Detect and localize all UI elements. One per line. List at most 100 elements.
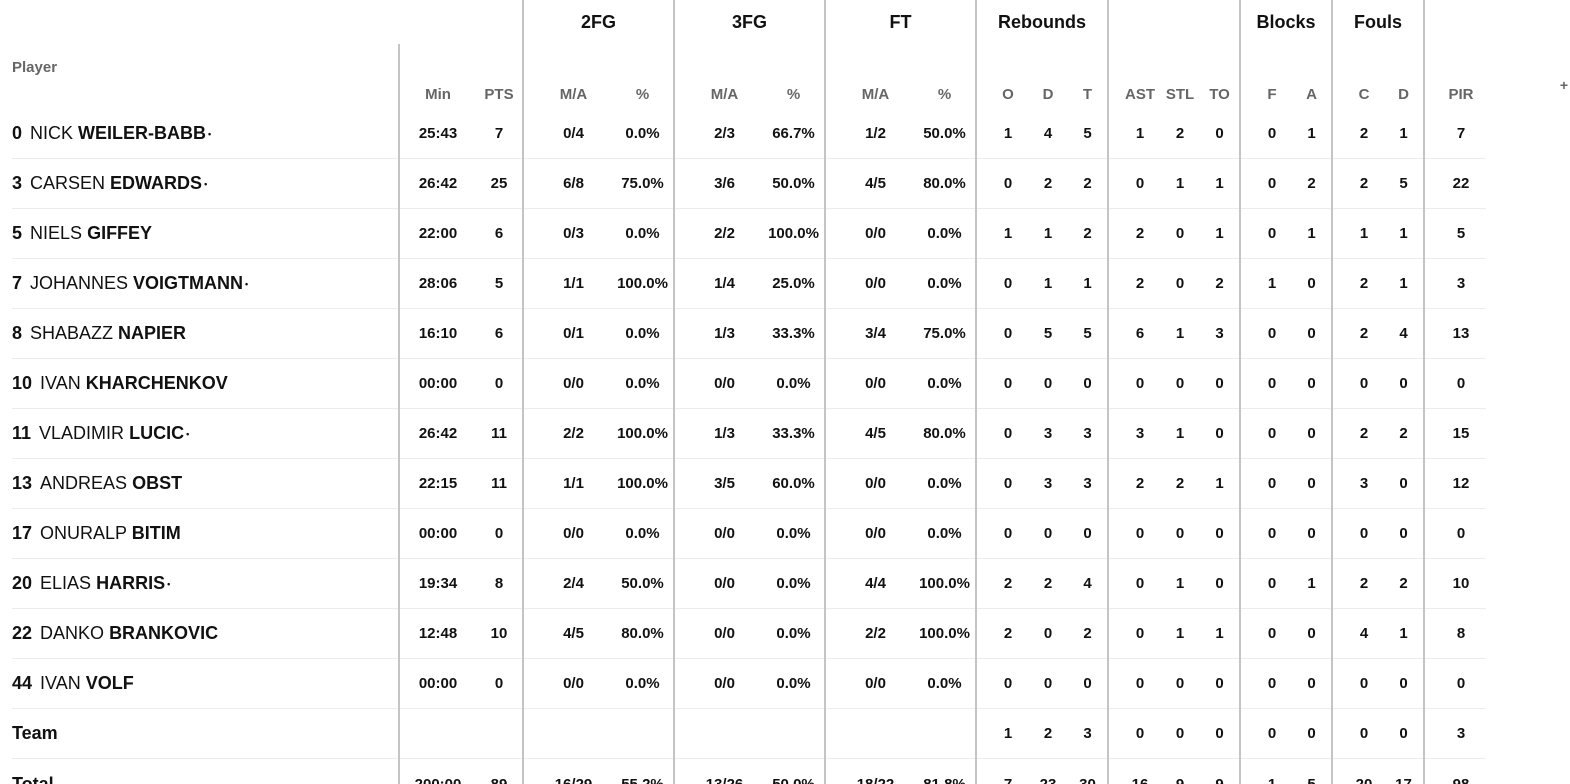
player-last-name[interactable]: VOIGTMANN bbox=[133, 273, 244, 293]
col-reb-t[interactable]: T bbox=[1082, 86, 1093, 103]
col-stl[interactable]: STL bbox=[1165, 86, 1195, 103]
player-first-name[interactable]: ANDREAS bbox=[40, 473, 128, 493]
player-first-name[interactable]: IVAN bbox=[40, 373, 81, 393]
player-number: 44 bbox=[12, 673, 33, 693]
stat-pir: 7 bbox=[1436, 109, 1486, 159]
col-reb-o[interactable]: O bbox=[1002, 86, 1014, 103]
col-2fg-pct[interactable]: % bbox=[635, 86, 650, 103]
player-cell[interactable]: 3 CARSEN EDWARDS • bbox=[12, 158, 399, 209]
player-first-name[interactable]: ELIAS bbox=[40, 573, 92, 593]
stat-fg3-pct: 100.0% bbox=[763, 208, 825, 259]
col-min[interactable]: Min bbox=[398, 44, 476, 109]
player-first-name[interactable]: SHABAZZ bbox=[30, 323, 114, 343]
col-pts[interactable]: PTS bbox=[484, 86, 514, 103]
stat-min: 00:00 bbox=[398, 358, 476, 409]
player-row[interactable]: 44 IVAN VOLF 00:00 0 0/0 0.0% 0/0 0.0% 0/0 0.0% 0 0… bbox=[12, 658, 1486, 709]
col-3fg-ma[interactable]: M/A bbox=[710, 86, 739, 103]
stat-foul-c: 2 bbox=[1344, 308, 1384, 359]
group-ft: FT bbox=[824, 0, 976, 44]
player-last-name[interactable]: VOLF bbox=[85, 673, 134, 693]
player-last-name[interactable]: KHARCHENKOV bbox=[85, 373, 228, 393]
player-first-name[interactable]: JOHANNES bbox=[30, 273, 129, 293]
col-pir[interactable]: PIR bbox=[1448, 86, 1474, 103]
stat-reb-t: 2 bbox=[1068, 208, 1108, 259]
stat-blk-f: 0 bbox=[1252, 558, 1292, 609]
player-first-name[interactable]: IVAN bbox=[40, 673, 81, 693]
total-label: Total bbox=[12, 773, 54, 784]
player-cell[interactable]: 8 SHABAZZ NAPIER bbox=[12, 308, 399, 359]
col-foul-d[interactable]: D bbox=[1398, 86, 1409, 103]
player-last-name[interactable]: BRANKOVIC bbox=[109, 623, 219, 643]
player-last-name[interactable]: EDWARDS bbox=[110, 173, 203, 193]
col-3fg-pct[interactable]: % bbox=[786, 86, 801, 103]
player-first-name[interactable]: VLADIMIR bbox=[39, 423, 125, 443]
player-last-name[interactable]: NAPIER bbox=[118, 323, 187, 343]
stat-ft-ma: 4/5 bbox=[837, 158, 914, 209]
player-cell[interactable]: 10 IVAN KHARCHENKOV bbox=[12, 358, 399, 409]
player-last-name[interactable]: HARRIS bbox=[96, 573, 166, 593]
player-cell[interactable]: 44 IVAN VOLF bbox=[12, 658, 399, 709]
player-last-name[interactable]: LUCIC bbox=[129, 423, 185, 443]
col-foul-c[interactable]: C bbox=[1358, 86, 1370, 103]
player-first-name[interactable]: DANKO bbox=[40, 623, 105, 643]
col-ast[interactable]: AST bbox=[1125, 86, 1155, 103]
stat-pts: 89 bbox=[490, 775, 508, 784]
stat-ft-ma bbox=[837, 708, 914, 759]
player-number: 13 bbox=[12, 473, 33, 493]
stat-blk-f: 0 bbox=[1252, 109, 1292, 159]
stat-reb-o: 0 bbox=[988, 408, 1028, 459]
player-cell[interactable]: 5 NIELS GIFFEY bbox=[12, 208, 399, 259]
col-plus-minus[interactable]: + bbox=[1559, 77, 1568, 93]
player-row[interactable]: 10 IVAN KHARCHENKOV 00:00 0 0/0 0.0% 0/0 0.0% 0/… bbox=[12, 358, 1486, 409]
player-row[interactable]: 7 JOHANNES VOIGTMANN • 28:06 5 1/1 100.0% 1/4 25… bbox=[12, 258, 1486, 309]
player-row[interactable]: 17 ONURALP BITIM 00:00 0 0/0 0.0% 0/0 0.0% 0/0 0.… bbox=[12, 508, 1486, 559]
player-first-name[interactable]: ONURALP bbox=[40, 523, 127, 543]
stat-reb-t: 2 bbox=[1068, 158, 1108, 209]
stat-pts: 6 bbox=[476, 208, 523, 259]
stat-blk-a: 0 bbox=[1292, 608, 1332, 659]
player-cell[interactable]: 0 NICK WEILER-BABB • bbox=[12, 109, 399, 159]
player-cell[interactable]: 13 ANDREAS OBST bbox=[12, 458, 399, 509]
stat-ft-ma: 0/0 bbox=[837, 208, 914, 259]
col-ft-ma[interactable]: M/A bbox=[861, 86, 890, 103]
stat-to: 0 bbox=[1200, 508, 1240, 559]
col-blk-f[interactable]: F bbox=[1267, 86, 1277, 103]
stat-to: 3 bbox=[1200, 308, 1240, 359]
stat-foul-d: 2 bbox=[1384, 558, 1424, 609]
stat-pts bbox=[476, 708, 523, 759]
col-2fg-ma[interactable]: M/A bbox=[559, 86, 588, 103]
player-cell[interactable]: 22 DANKO BRANKOVIC bbox=[12, 608, 399, 659]
player-cell[interactable]: 11 VLADIMIR LUCIC • bbox=[12, 408, 399, 459]
stat-blk-a: 5 bbox=[1307, 775, 1316, 784]
stat-fg2-ma bbox=[535, 708, 612, 759]
stat-foul-d: 17 bbox=[1395, 775, 1412, 784]
player-first-name[interactable]: CARSEN bbox=[30, 173, 106, 193]
col-blk-a[interactable]: A bbox=[1306, 86, 1317, 103]
stat-blk-f: 1 bbox=[1267, 775, 1277, 784]
stat-ast: 2 bbox=[1120, 208, 1160, 259]
player-last-name[interactable]: GIFFEY bbox=[87, 223, 153, 243]
player-row[interactable]: 13 ANDREAS OBST 22:15 11 1/1 100.0% 3/5 60.0% 0/… bbox=[12, 458, 1486, 509]
col-to[interactable]: TO bbox=[1209, 86, 1230, 103]
player-first-name[interactable]: NICK bbox=[30, 123, 74, 143]
stat-fg2-pct: 0.0% bbox=[612, 308, 674, 359]
player-last-name[interactable]: WEILER-BABB bbox=[78, 123, 207, 143]
col-reb-d[interactable]: D bbox=[1042, 86, 1054, 103]
col-ft-pct[interactable]: % bbox=[937, 86, 952, 103]
player-row[interactable]: 0 NICK WEILER-BABB • 25:43 7 0/4 0.0% 2/3 66.7% 1… bbox=[12, 109, 1486, 159]
player-first-name[interactable]: NIELS bbox=[30, 223, 83, 243]
player-cell[interactable]: 17 ONURALP BITIM bbox=[12, 508, 399, 559]
player-last-name[interactable]: BITIM bbox=[131, 523, 181, 543]
player-cell[interactable]: 20 ELIAS HARRIS • bbox=[12, 558, 399, 609]
stat-reb-d: 2 bbox=[1028, 158, 1068, 209]
player-row[interactable]: 5 NIELS GIFFEY 22:00 6 0/3 0.0% 2/2 100.0% 0/0 0.… bbox=[12, 208, 1486, 259]
player-cell[interactable]: 7 JOHANNES VOIGTMANN • bbox=[12, 258, 399, 309]
stat-pts: 6 bbox=[476, 308, 523, 359]
col-player[interactable]: Player bbox=[12, 59, 58, 76]
player-row[interactable]: 22 DANKO BRANKOVIC 12:48 10 4/5 80.0% 0/0 0.0% 2… bbox=[12, 608, 1486, 659]
player-last-name[interactable]: OBST bbox=[132, 473, 183, 493]
player-row[interactable]: 3 CARSEN EDWARDS • 26:42 25 6/8 75.0% 3/6 50.0% 4… bbox=[12, 158, 1486, 209]
player-row[interactable]: 20 ELIAS HARRIS • 19:34 8 2/4 50.0% 0/0 0.0% 4/4 1… bbox=[12, 558, 1486, 609]
player-row[interactable]: 11 VLADIMIR LUCIC • 26:42 11 2/2 100.0% 1/3 33.3… bbox=[12, 408, 1486, 459]
player-row[interactable]: 8 SHABAZZ NAPIER 16:10 6 0/1 0.0% 1/3 33.3% 3/4 7… bbox=[12, 308, 1486, 359]
